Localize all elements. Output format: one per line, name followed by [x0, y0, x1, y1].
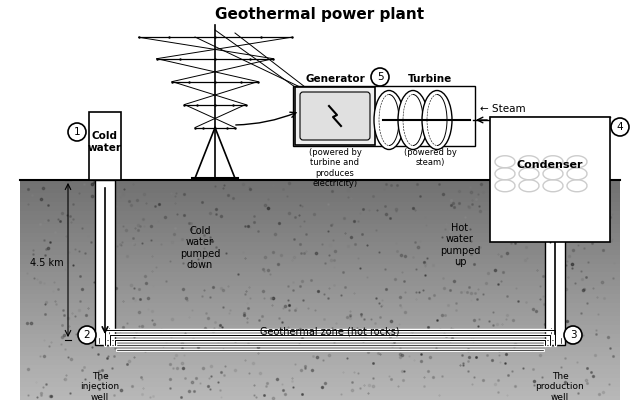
Bar [20, 299, 620, 303]
Bar [20, 259, 620, 264]
Bar [20, 250, 620, 255]
Bar [545, 120, 565, 180]
Bar [20, 343, 620, 347]
Text: 4: 4 [617, 122, 623, 132]
Bar [20, 272, 620, 277]
Text: 2: 2 [84, 330, 90, 340]
Text: The
production
well: The production well [536, 372, 584, 400]
Bar [95, 180, 115, 345]
Bar [20, 242, 620, 246]
Bar [20, 237, 620, 242]
Text: Hot
water
pumped
up: Hot water pumped up [440, 222, 480, 267]
Bar [20, 360, 620, 365]
Bar [20, 369, 620, 374]
Circle shape [564, 326, 582, 344]
Bar [20, 189, 620, 193]
Text: Geothermal zone (hot rocks): Geothermal zone (hot rocks) [260, 327, 400, 337]
Bar [20, 352, 620, 356]
Bar [20, 338, 620, 343]
Bar [20, 228, 620, 233]
Bar [20, 264, 620, 268]
FancyBboxPatch shape [300, 92, 370, 140]
Bar [20, 387, 620, 391]
Bar [20, 330, 620, 334]
Text: The
injection
well: The injection well [81, 372, 120, 400]
Bar [20, 325, 620, 330]
Bar [20, 206, 620, 211]
Bar [20, 281, 620, 286]
Text: 5: 5 [377, 72, 383, 82]
Bar [490, 117, 610, 242]
Bar [20, 356, 620, 360]
Bar [295, 87, 375, 145]
Bar [20, 268, 620, 272]
Bar [20, 316, 620, 321]
Bar [20, 277, 620, 281]
Bar [20, 202, 620, 206]
Bar [20, 233, 620, 237]
Text: Turbine: Turbine [408, 74, 452, 84]
Bar [20, 211, 620, 215]
Bar [20, 396, 620, 400]
Bar [20, 286, 620, 290]
Bar [20, 334, 620, 338]
Bar [20, 391, 620, 396]
Text: (powered by
steam): (powered by steam) [404, 148, 456, 167]
Bar [545, 180, 565, 345]
Circle shape [611, 118, 629, 136]
Bar [20, 220, 620, 224]
Bar [20, 193, 620, 198]
Text: Cold
water
pumped
down: Cold water pumped down [180, 226, 220, 270]
Text: Condenser: Condenser [516, 160, 583, 170]
Bar [20, 294, 620, 299]
Bar [20, 347, 620, 352]
Bar [20, 374, 620, 378]
Text: Cold
water: Cold water [88, 131, 122, 153]
Bar [20, 382, 620, 387]
Bar [20, 290, 620, 294]
Bar [20, 198, 620, 202]
Ellipse shape [398, 90, 428, 150]
Text: 3: 3 [570, 330, 576, 340]
Circle shape [68, 123, 86, 141]
Bar [20, 180, 620, 184]
Bar [20, 321, 620, 325]
Bar [20, 308, 620, 312]
Ellipse shape [374, 90, 404, 150]
Bar [20, 255, 620, 259]
Bar [20, 378, 620, 382]
Circle shape [371, 68, 389, 86]
Text: (powered by
turbine and
produces
electricity): (powered by turbine and produces electri… [308, 148, 362, 188]
Text: Geothermal power plant: Geothermal power plant [216, 7, 424, 22]
Bar [20, 365, 620, 369]
Bar [20, 303, 620, 308]
Bar [293, 86, 475, 146]
Ellipse shape [422, 90, 452, 150]
Bar [20, 246, 620, 250]
Bar [20, 312, 620, 316]
Text: 1: 1 [74, 127, 80, 137]
Text: 4.5 km: 4.5 km [30, 258, 64, 268]
Bar [20, 215, 620, 220]
Bar [20, 184, 620, 189]
Circle shape [78, 326, 96, 344]
Bar [89, 112, 121, 180]
Text: ← Steam: ← Steam [480, 104, 525, 114]
Bar [20, 224, 620, 228]
Text: Generator: Generator [305, 74, 365, 84]
